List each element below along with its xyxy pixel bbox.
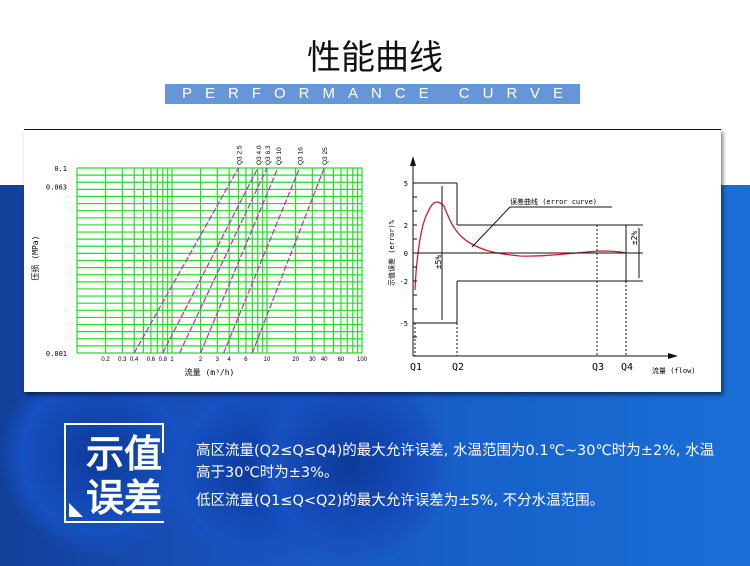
y-axis-label: 示值误差 (error)% bbox=[387, 219, 396, 286]
y-tick-label: -5 bbox=[400, 320, 408, 328]
heading-line-1: 示值 bbox=[86, 432, 163, 476]
y-tick-label: 0 bbox=[404, 250, 408, 258]
series-line bbox=[223, 167, 301, 354]
series-line bbox=[200, 167, 279, 354]
series-line bbox=[162, 167, 259, 354]
x-tick-label: 3 bbox=[216, 357, 220, 363]
x-tick-label: 0.8 bbox=[159, 357, 168, 363]
water-meter-image bbox=[250, 365, 450, 565]
y-tick-label: 0.063 bbox=[46, 184, 67, 192]
series-label: Q3 16 bbox=[298, 147, 305, 165]
error-curve bbox=[414, 201, 627, 291]
x-tick-label: 2 bbox=[199, 357, 203, 363]
x-tick-label: 20 bbox=[292, 357, 299, 363]
section-heading: 示值 误差 bbox=[86, 432, 162, 520]
x-tick-label: 0.3 bbox=[118, 357, 127, 363]
x-tick-label: 60 bbox=[338, 357, 345, 363]
subtitle-banner: PERFORMANCE CURVE bbox=[165, 84, 580, 104]
series-line bbox=[251, 167, 325, 354]
description-high-zone: 高区流量(Q2≤Q≤Q4)的最大允许误差, 水温范围为0.1℃~30℃时为±2%… bbox=[196, 443, 715, 481]
series-label: Q3 25 bbox=[322, 147, 329, 165]
y-axis-arrow-icon bbox=[410, 156, 416, 166]
y-tick-label: 2 bbox=[404, 222, 408, 230]
x-tick-label: 6 bbox=[244, 357, 248, 363]
x-tick-label: 1 bbox=[170, 357, 174, 363]
x-tick-label: 30 bbox=[309, 357, 316, 363]
series-line bbox=[178, 167, 268, 354]
x-tick-label: Q1 bbox=[410, 362, 422, 373]
corner-triangle-icon bbox=[69, 503, 83, 517]
series-label: Q3 2.5 bbox=[236, 145, 243, 165]
chart-card: Q3 2.5 Q3 4.0 Q3 6.3 Q3 10 Q3 16 Q3 25 0.2 0.3 0… bbox=[24, 129, 721, 392]
series-label: Q3 6.3 bbox=[265, 145, 272, 165]
annotation-error-curve: 误差曲线 (error curve) bbox=[510, 197, 597, 206]
annotation-5-percent: ±5% bbox=[434, 255, 443, 270]
x-tick-label: 4 bbox=[228, 357, 232, 363]
x-tick-label: 40 bbox=[321, 357, 328, 363]
series-line bbox=[133, 167, 239, 354]
heading-line-2: 误差 bbox=[86, 476, 163, 520]
x-tick-label: Q3 bbox=[592, 362, 604, 373]
error-curve-chart: 5 2 0 -2 -5 Q1 Q2 Q3 Q4 流量 (flow) 示值误差 (error)% 误差曲… bbox=[387, 156, 696, 375]
annotation-2-percent: ±2% bbox=[630, 231, 639, 246]
series-label: Q3 10 bbox=[276, 147, 283, 165]
x-tick-label: 0.4 bbox=[130, 357, 139, 363]
x-tick-label: 10 bbox=[264, 357, 271, 363]
x-tick-label: Q4 bbox=[621, 362, 633, 373]
heading-frame bbox=[64, 423, 164, 523]
page-title: 性能曲线 bbox=[307, 38, 443, 78]
x-tick-label: 100 bbox=[357, 357, 368, 363]
x-tick-label: 0.6 bbox=[147, 357, 156, 363]
x-axis-label: 流量 (m³/h) bbox=[185, 367, 235, 377]
y-tick-label: 5 bbox=[404, 180, 408, 188]
description: 高区流量(Q2≤Q≤Q4)的最大允许误差, 水温范围为0.1℃~30℃时为±2%… bbox=[196, 440, 716, 512]
description-low-zone: 低区流量(Q1≤Q<Q2)的最大允许误差为±5%, 不分水温范围。 bbox=[196, 493, 605, 509]
series-label: Q3 4.0 bbox=[256, 145, 263, 165]
x-tick-label: Q2 bbox=[452, 362, 464, 373]
pressure-loss-chart: Q3 2.5 Q3 4.0 Q3 6.3 Q3 10 Q3 16 Q3 250.2 0.3 0… bbox=[30, 145, 368, 377]
y-axis-label: 压损 (MPa) bbox=[30, 236, 40, 281]
y-tick-label: 0.001 bbox=[46, 350, 67, 358]
annotation-leader bbox=[471, 206, 511, 248]
x-axis-arrow-icon bbox=[668, 353, 678, 359]
x-tick-label: 0.2 bbox=[101, 357, 110, 363]
charts-svg: Q3 2.5 Q3 4.0 Q3 6.3 Q3 10 Q3 16 Q3 250.2 0.3 0… bbox=[30, 145, 696, 377]
x-axis-label: 流量 (flow) bbox=[652, 366, 696, 375]
y-tick-label: 0.1 bbox=[54, 165, 67, 173]
y-tick-label: -2 bbox=[400, 278, 408, 286]
